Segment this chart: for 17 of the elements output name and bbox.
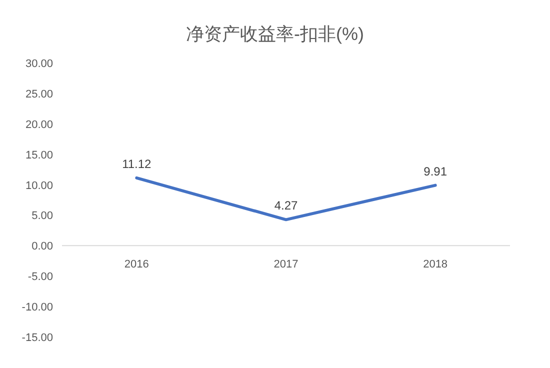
y-tick-label: 5.00 (32, 210, 53, 222)
data-label: 9.91 (424, 164, 448, 178)
data-label: 4.27 (274, 198, 298, 213)
y-tick-label: -5.00 (28, 271, 53, 284)
data-label: 11.12 (122, 156, 152, 171)
y-tick-label: -10.00 (22, 302, 53, 314)
y-tick-label: 0.00 (32, 240, 53, 253)
y-tick-label: 20.00 (25, 118, 53, 131)
title: 净资产收益率-扣非(%) (186, 24, 364, 44)
y-tick-label: -15.00 (22, 332, 53, 344)
y-tick-label: 30.00 (25, 58, 53, 70)
y-tick-label: 10.00 (25, 180, 53, 192)
y-tick-label: 15.00 (25, 149, 53, 162)
y-tick-label: 25.00 (25, 88, 53, 100)
x-tick-label: 2018 (423, 258, 448, 271)
x-tick-label: 2017 (274, 258, 298, 271)
x-tick-label: 2016 (124, 258, 149, 271)
